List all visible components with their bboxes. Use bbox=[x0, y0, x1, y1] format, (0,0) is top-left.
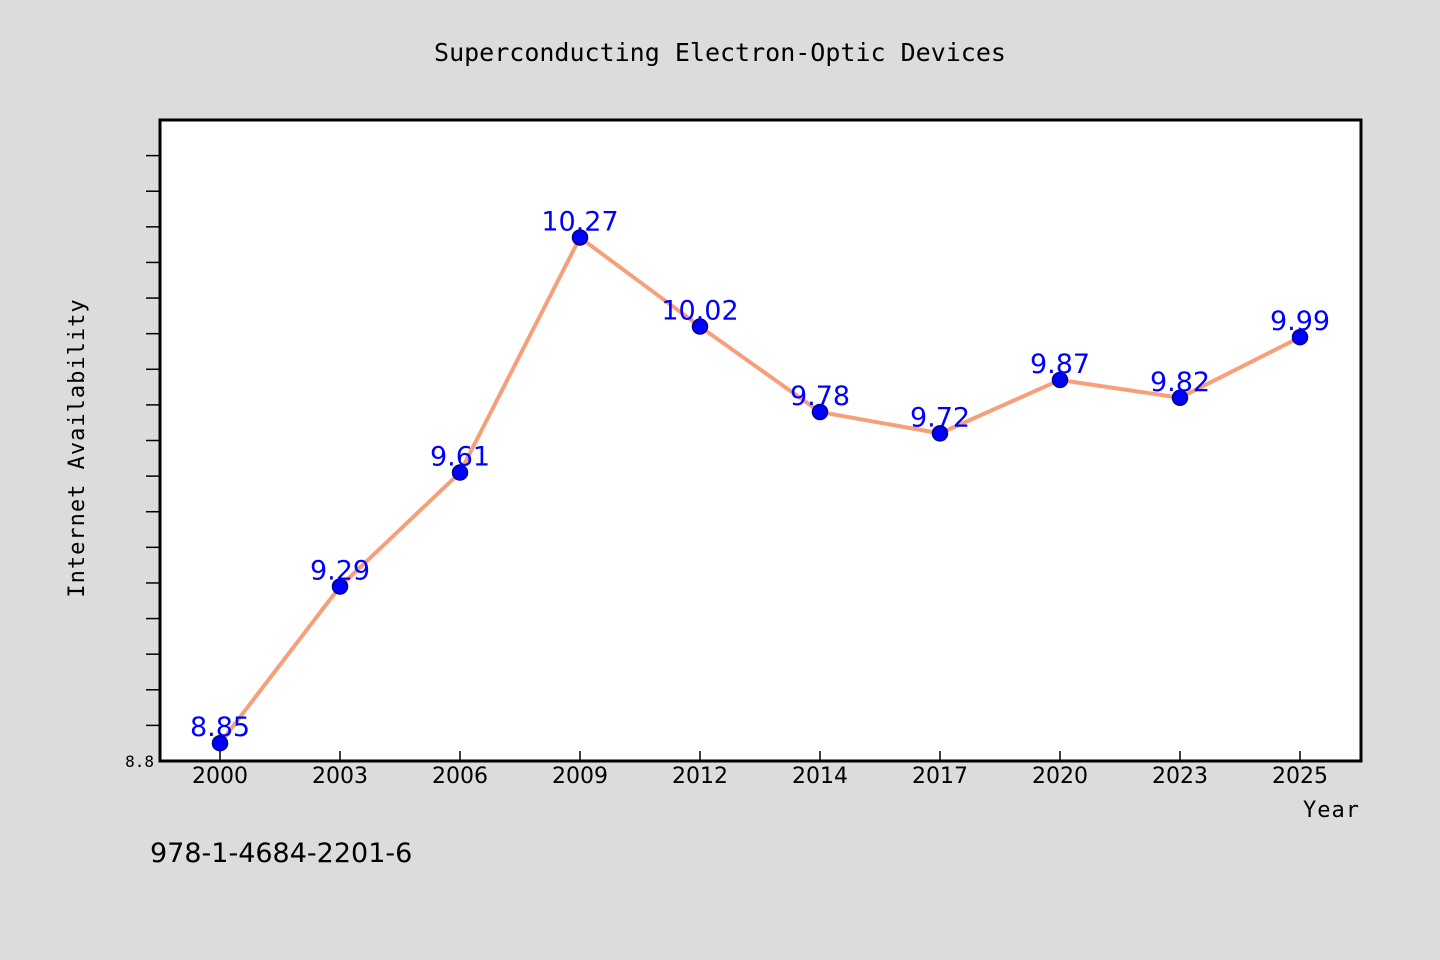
data-point bbox=[211, 734, 229, 752]
x-tick-label: 2014 bbox=[792, 764, 848, 789]
data-label: 9.29 bbox=[310, 556, 370, 587]
x-axis-label: Year bbox=[1303, 798, 1360, 823]
y-axis-label: Internet Availability bbox=[65, 298, 90, 597]
series-line bbox=[218, 235, 1302, 746]
data-point bbox=[331, 578, 349, 595]
data-point bbox=[451, 464, 469, 481]
data-label: 9.61 bbox=[430, 442, 490, 473]
footer-isbn: 978-1-4684-2201-6 bbox=[150, 838, 412, 869]
plot-area bbox=[158, 118, 1363, 763]
data-label: 10.27 bbox=[541, 207, 618, 238]
data-point bbox=[931, 425, 949, 442]
x-tick-label: 2006 bbox=[432, 764, 488, 789]
x-tick-label: 2009 bbox=[552, 764, 608, 789]
data-point bbox=[691, 318, 709, 335]
y-tick-label: 8.8 bbox=[125, 752, 154, 771]
x-tick-label: 2017 bbox=[912, 764, 968, 789]
data-point bbox=[1291, 328, 1309, 346]
x-tick-label: 2003 bbox=[312, 764, 368, 789]
data-label: 9.82 bbox=[1150, 367, 1210, 398]
data-label: 8.85 bbox=[190, 712, 250, 743]
data-point bbox=[1171, 389, 1189, 407]
data-label: 9.87 bbox=[1030, 349, 1090, 380]
data-label: 9.99 bbox=[1270, 306, 1330, 337]
x-tick-label: 2012 bbox=[672, 764, 728, 789]
data-point bbox=[811, 403, 829, 421]
x-tick-label: 2023 bbox=[1152, 764, 1208, 789]
data-label: 9.72 bbox=[910, 402, 970, 433]
chart-title: Superconducting Electron-Optic Devices bbox=[434, 38, 1006, 67]
x-tick-label: 2020 bbox=[1032, 764, 1088, 789]
x-axis-ticks: 2000 2003 2006 2009 2012 2014 2017 2020 2023 2025 bbox=[192, 751, 1328, 789]
series-layer: 8.85 9.29 9.61 10.27 10.02 9.78 9.72 9.87 9.82 9.… bbox=[190, 207, 1330, 752]
data-label: 9.78 bbox=[790, 381, 850, 412]
x-tick-label: 2025 bbox=[1272, 764, 1328, 789]
data-label: 10.02 bbox=[661, 296, 738, 327]
data-point bbox=[571, 229, 589, 246]
data-point bbox=[1051, 371, 1069, 389]
x-tick-label: 2000 bbox=[192, 764, 248, 789]
y-axis-ticks: 8.8 bbox=[125, 154, 160, 771]
